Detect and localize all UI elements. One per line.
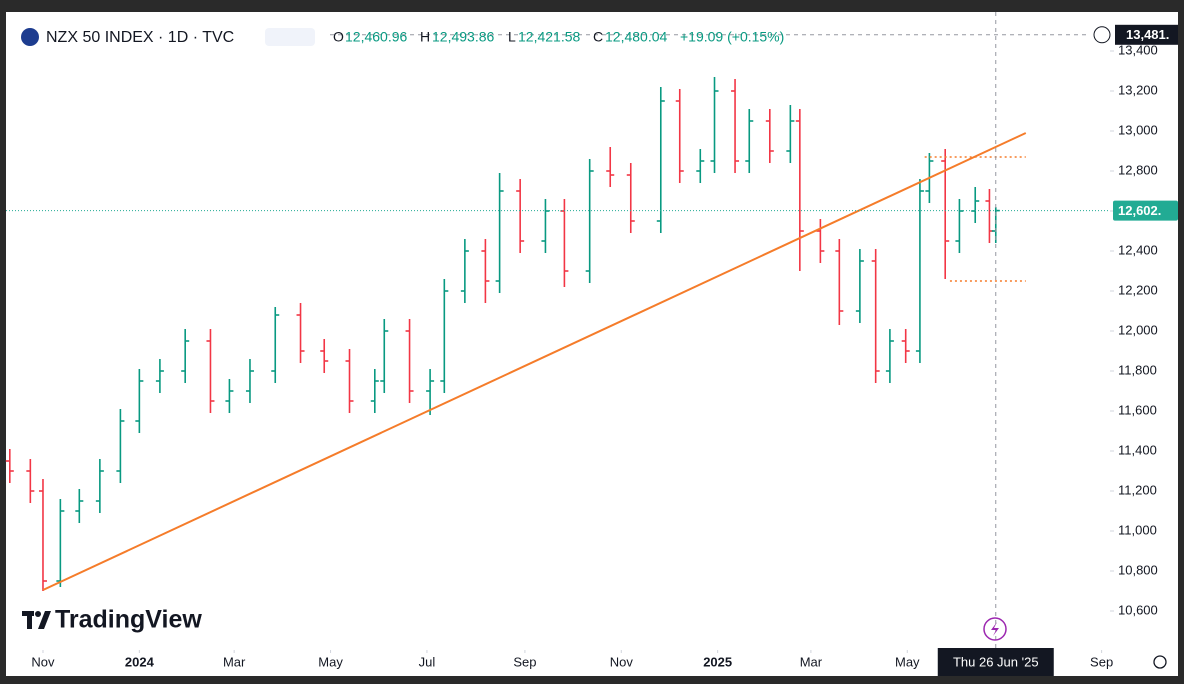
watermark: TradingView (55, 606, 202, 634)
crosshair-price-label: 13,481. (1126, 27, 1169, 42)
crosshair-date-label: Thu 26 Jun '25 (953, 654, 1039, 669)
x-tick-label: 2025 (703, 654, 732, 669)
bars (5, 77, 1000, 591)
y-tick-label: 11,000 (1118, 522, 1157, 537)
y-tick-label: 12,000 (1118, 322, 1158, 337)
settings-icon[interactable] (1153, 655, 1167, 669)
legend-low: 12,421.58 (518, 29, 580, 45)
x-tick-label: Sep (1090, 654, 1113, 669)
legend-low-label: L (508, 29, 516, 45)
last-price-label: 12,602. (1118, 203, 1161, 218)
trendline (42, 132, 1027, 591)
legend-close: 12,480.04 (605, 29, 667, 45)
event-icon-bolt (991, 622, 999, 636)
crosshair-price-box (1115, 24, 1178, 45)
legend-high: 12,493.86 (432, 29, 494, 45)
y-tick-label: 12,400 (1118, 242, 1158, 257)
y-tick-label: 10,600 (1118, 602, 1158, 617)
x-tick-label: Mar (223, 654, 246, 669)
x-tick-label: Mar (800, 654, 823, 669)
overlay: 12,602. Thu 26 Jun '25 13,481. (6, 12, 1178, 676)
y-tick-label: 10,800 (1118, 562, 1158, 577)
y-tick-label: 11,800 (1118, 362, 1157, 377)
y-tick-label: 12,800 (1118, 162, 1158, 177)
crosshair-date-box (937, 648, 1054, 676)
legend-change: +19.09 (+0.15%) (680, 29, 784, 45)
chart-title: NZX 50 INDEX · 1D · TVC (46, 29, 234, 46)
x-tick-label: 2024 (125, 654, 155, 669)
x-tick-label: May (318, 654, 343, 669)
x-tick-label: May (895, 654, 920, 669)
logo (22, 611, 51, 629)
toggle-button[interactable] (265, 28, 315, 46)
y-tick-label: 11,600 (1118, 402, 1157, 417)
legend-open: 12,460.96 (345, 29, 407, 45)
x-tick-label: Jul (419, 654, 436, 669)
event-icon[interactable] (983, 617, 1007, 641)
y-tick-label: 13,200 (1118, 82, 1158, 97)
x-tick-label: Sep (513, 654, 536, 669)
x-tick-label: Nov (31, 654, 55, 669)
y-tick-label: 13,400 (1118, 42, 1158, 57)
y-tick-label: 13,000 (1118, 122, 1158, 137)
add-button[interactable] (1093, 26, 1111, 44)
chart-background (6, 12, 1178, 676)
x-tick-label: Nov (610, 654, 634, 669)
legend-open-label: O (333, 29, 344, 45)
flag-icon (21, 28, 39, 46)
y-tick-label: 12,200 (1118, 282, 1158, 297)
legend-close-label: C (593, 29, 603, 45)
last-price-box (1113, 200, 1178, 221)
y-tick-label: 11,400 (1118, 442, 1157, 457)
legend: O 12,460.96 H 12,493.86 L 12,421.58 C 12,480.04… (333, 29, 784, 45)
y-tick-label: 11,200 (1118, 482, 1157, 497)
grid: 10,600 10,800 11,000 11,200 11,400 11,600 11,8… (31, 42, 1157, 669)
legend-high-label: H (420, 29, 430, 45)
